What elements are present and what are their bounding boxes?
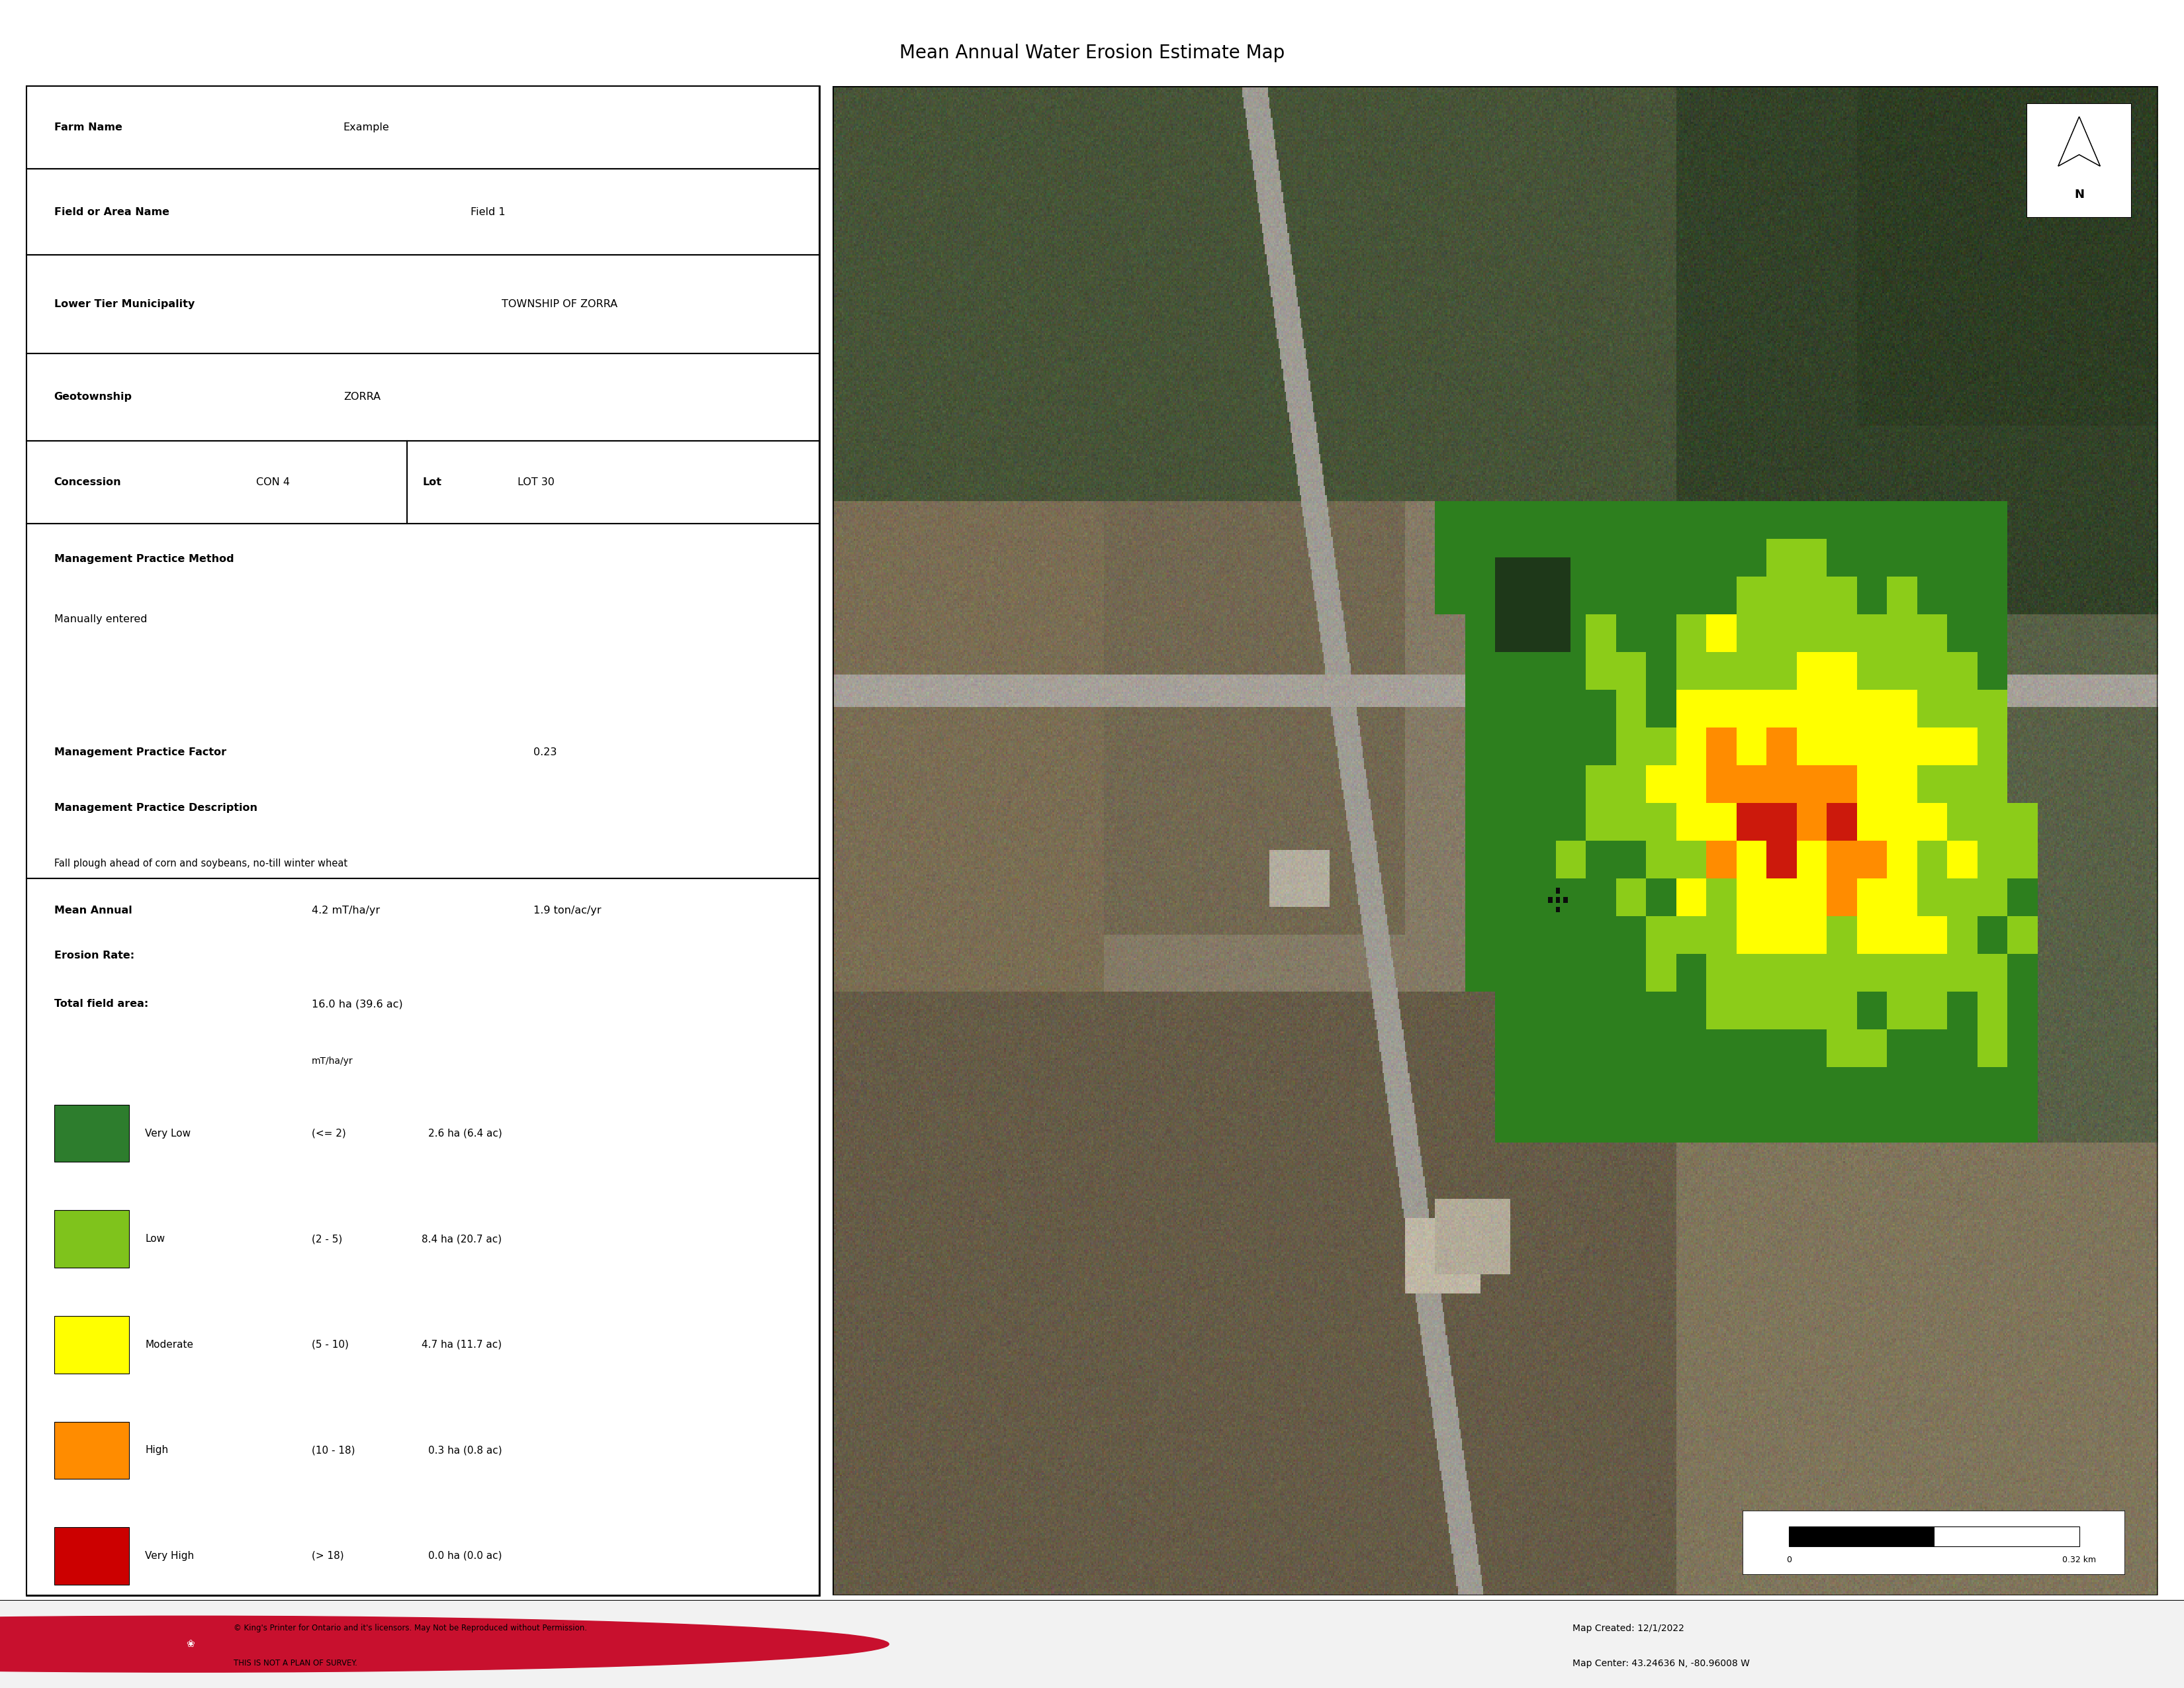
Text: Management Practice Method: Management Practice Method	[55, 554, 234, 564]
Text: Management Practice Factor: Management Practice Factor	[55, 748, 227, 756]
Bar	[26, 441, 819, 523]
Text: Very High: Very High	[144, 1551, 194, 1561]
Text: Farm Name: Farm Name	[55, 123, 122, 133]
Bar	[55, 1104, 129, 1161]
Bar	[55, 1210, 129, 1268]
Text: Lower Tier Municipality: Lower Tier Municipality	[55, 299, 194, 309]
Text: mT/ha/yr: mT/ha/yr	[312, 1057, 354, 1065]
Text: Geotownship: Geotownship	[55, 392, 131, 402]
Bar	[26, 169, 819, 255]
Text: Total field area:: Total field area:	[55, 999, 149, 1009]
Circle shape	[0, 1615, 889, 1673]
Text: N: N	[2075, 189, 2084, 201]
Text: 0.3 ha (0.8 ac): 0.3 ha (0.8 ac)	[428, 1445, 502, 1455]
Bar	[26, 353, 819, 441]
Text: Low: Low	[144, 1234, 166, 1244]
Text: LOT 30: LOT 30	[518, 478, 555, 488]
Text: Moderate: Moderate	[144, 1340, 194, 1350]
Bar	[55, 1317, 129, 1374]
Text: 0.23: 0.23	[533, 748, 557, 756]
Text: Very Low: Very Low	[144, 1128, 190, 1138]
Polygon shape	[2057, 116, 2101, 165]
Text: 8.4 ha (20.7 ac): 8.4 ha (20.7 ac)	[422, 1234, 502, 1244]
Text: High: High	[144, 1445, 168, 1455]
Text: Field or Area Name: Field or Area Name	[55, 208, 168, 218]
Bar	[26, 878, 819, 1595]
Text: Erosion Rate:: Erosion Rate:	[55, 950, 133, 960]
Text: TOWNSHIP OF ZORRA: TOWNSHIP OF ZORRA	[502, 299, 618, 309]
Bar	[55, 1528, 129, 1585]
Bar	[1935, 1526, 2079, 1546]
Text: (> 18): (> 18)	[312, 1551, 343, 1561]
Text: THIS IS NOT A PLAN OF SURVEY.: THIS IS NOT A PLAN OF SURVEY.	[234, 1659, 358, 1668]
Bar	[26, 86, 819, 169]
Text: Map Created: 12/1/2022: Map Created: 12/1/2022	[1572, 1624, 1684, 1632]
Bar	[1789, 1526, 1935, 1546]
Text: Ontario: Ontario	[26, 1629, 90, 1642]
Text: 16.0 ha (39.6 ac): 16.0 ha (39.6 ac)	[312, 999, 402, 1009]
Text: (<= 2): (<= 2)	[312, 1128, 345, 1138]
Text: Management Practice Description: Management Practice Description	[55, 803, 258, 814]
Text: 4.7 ha (11.7 ac): 4.7 ha (11.7 ac)	[422, 1340, 502, 1350]
Text: 1.9 ton/ac/yr: 1.9 ton/ac/yr	[533, 905, 601, 915]
Text: © King's Printer for Ontario and it's licensors. May Not be Reproduced without P: © King's Printer for Ontario and it's li…	[234, 1624, 587, 1632]
Text: ZORRA: ZORRA	[343, 392, 380, 402]
Text: Example: Example	[343, 123, 389, 133]
Text: 0.32 km: 0.32 km	[2062, 1556, 2097, 1565]
Bar	[26, 255, 819, 353]
Text: (10 - 18): (10 - 18)	[312, 1445, 356, 1455]
Text: 0: 0	[1787, 1556, 1791, 1565]
Bar	[26, 523, 819, 878]
Text: 2.6 ha (6.4 ac): 2.6 ha (6.4 ac)	[428, 1128, 502, 1138]
Text: (2 - 5): (2 - 5)	[312, 1234, 343, 1244]
Text: 4.2 mT/ha/yr: 4.2 mT/ha/yr	[312, 905, 380, 915]
Text: CON 4: CON 4	[256, 478, 290, 488]
Text: Manually entered: Manually entered	[55, 614, 146, 625]
Text: Map Center: 43.24636 N, -80.96008 W: Map Center: 43.24636 N, -80.96008 W	[1572, 1659, 1749, 1668]
Text: Mean Annual: Mean Annual	[55, 905, 131, 915]
Bar	[55, 1421, 129, 1479]
Text: ❀: ❀	[186, 1639, 194, 1649]
Text: Field 1: Field 1	[470, 208, 505, 218]
Text: 0.0 ha (0.0 ac): 0.0 ha (0.0 ac)	[428, 1551, 502, 1561]
Text: Lot: Lot	[424, 478, 441, 488]
Text: (5 - 10): (5 - 10)	[312, 1340, 349, 1350]
Text: Concession: Concession	[55, 478, 122, 488]
Text: Fall plough ahead of corn and soybeans, no-till winter wheat: Fall plough ahead of corn and soybeans, …	[55, 859, 347, 869]
Polygon shape	[2057, 116, 2101, 165]
Text: Mean Annual Water Erosion Estimate Map: Mean Annual Water Erosion Estimate Map	[900, 44, 1284, 62]
